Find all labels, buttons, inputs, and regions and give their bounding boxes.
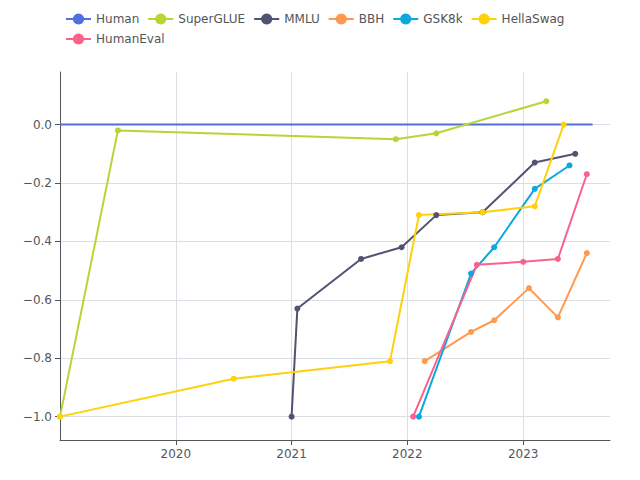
- svg-text:MMLU: MMLU: [284, 12, 320, 26]
- svg-text:−0.6: −0.6: [23, 293, 52, 307]
- svg-text:−0.2: −0.2: [23, 176, 52, 190]
- svg-text:−0.8: −0.8: [23, 351, 52, 365]
- svg-text:BBH: BBH: [359, 12, 385, 26]
- svg-text:−1.0: −1.0: [23, 410, 52, 424]
- svg-text:GSK8k: GSK8k: [423, 12, 462, 26]
- svg-text:SuperGLUE: SuperGLUE: [178, 12, 245, 26]
- svg-text:2022: 2022: [392, 447, 423, 461]
- svg-text:−0.4: −0.4: [23, 234, 52, 248]
- svg-text:HellaSwag: HellaSwag: [502, 12, 565, 26]
- svg-text:Human: Human: [96, 12, 139, 26]
- svg-text:2021: 2021: [276, 447, 307, 461]
- svg-text:0.0: 0.0: [33, 118, 52, 132]
- svg-text:2020: 2020: [161, 447, 192, 461]
- svg-text:HumanEval: HumanEval: [96, 32, 165, 46]
- svg-text:2023: 2023: [508, 447, 539, 461]
